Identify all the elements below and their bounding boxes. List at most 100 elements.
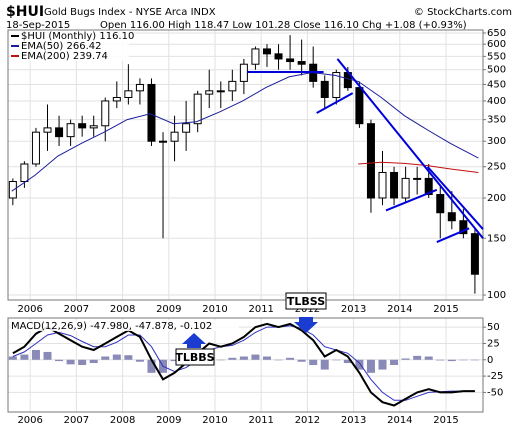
candle-body [401,177,410,199]
annotation-box [285,292,327,310]
x-tick-label: 2011 [248,415,273,426]
y-tick-label: 550 [487,51,506,62]
histogram-bar [216,359,225,361]
histogram-bar [343,359,352,364]
histogram-bar [228,357,237,360]
y-tick-label: 500 [487,65,506,76]
legend-bg [9,41,129,51]
histogram-bar [135,359,144,362]
candle-body [20,163,29,182]
y-tick-label: 600 [487,39,506,50]
candle-body [135,83,144,92]
histogram-bar [251,354,260,360]
date: 18-Sep-2015 [6,20,70,31]
histogram-bar [286,357,295,360]
x-tick-label: 2006 [17,415,42,426]
arrow [182,333,206,348]
histogram-bar [320,359,329,370]
x-tick-label: 2014 [387,304,412,315]
trendline [336,58,484,239]
candle-body [205,90,214,95]
histogram-bar [424,356,433,360]
candle-body [436,194,445,214]
y-tick-label: 150 [487,233,506,244]
x-tick-label: 2010 [202,304,227,315]
y-tick-label: -50 [487,387,503,398]
candle-body [193,93,202,125]
candle-body [228,80,237,92]
x-tick-label: 2011 [248,304,273,315]
histogram-bar [101,356,110,360]
histogram-bar [413,355,422,360]
histogram-bar [20,354,29,360]
candle-body [182,123,191,133]
price-panel: 2006200720082009201020112012201320142015… [7,28,506,315]
candle-body [216,90,225,93]
histogram-bar [459,359,468,361]
histogram-bar [124,355,133,360]
histogram-bar [378,359,387,370]
candle-body [8,180,17,199]
candle-body [55,127,64,138]
candle-body [251,48,260,65]
candle-body [413,177,422,180]
y-tick-label: 100 [487,290,506,301]
legend-bg [9,51,129,61]
histogram-bar [55,359,64,362]
annotation: TLBSS [287,295,325,308]
y-tick-label: 400 [487,96,506,107]
x-tick-label: 2009 [156,304,181,315]
y-tick-label: 650 [487,28,506,39]
y-tick-label: 450 [487,79,506,90]
plot-frame [7,317,484,413]
x-tick-label: 2015 [433,304,458,315]
symbol: $HUI [6,4,44,20]
candle-body [390,171,399,199]
y-tick-label: 350 [487,115,506,126]
y-tick-label: -25 [487,371,503,382]
histogram-bar [8,356,17,360]
histogram-bar [274,359,283,361]
histogram-bar [436,359,445,361]
candle-body [297,61,306,65]
y-tick-label: 25 [487,338,500,349]
x-tick-label: 2013 [341,304,366,315]
annotation-tlbss: TLBSS [285,292,327,333]
legend-label: $HUI (Monthly) 116.10 [21,31,134,42]
candle-body [124,90,133,98]
histogram-bar [366,359,375,373]
candle-body [31,131,40,165]
arrow [294,317,318,333]
trendline [436,227,470,243]
legend-label: MACD(12,26,9) -47.980, -47.878, -0.102 [11,321,212,332]
candle-body [101,100,110,127]
annotation-tlbbs: TLBBS [175,333,215,366]
legend-bg [9,31,129,41]
y-tick-label: 0 [487,355,493,366]
ema-line [11,71,479,192]
histogram-bar [332,359,341,361]
histogram-bar [401,358,410,360]
histogram-bar [262,356,271,360]
y-tick-label: 250 [487,162,506,173]
candle-body [320,80,329,98]
x-tick-label: 2015 [433,415,458,426]
trendline [316,92,354,114]
histogram-bar [309,359,318,365]
candle-body [112,96,121,102]
trendline [426,166,484,230]
histogram-bar [390,359,399,365]
macd-line [12,322,475,407]
y-tick-label: 300 [487,136,506,147]
y-tick-label: 50 [487,322,500,333]
candle-body [239,63,248,82]
x-tick-label: 2013 [341,415,366,426]
candle-body [274,53,283,60]
legend-bg [9,320,239,331]
histogram-bar [447,359,456,362]
macd-panel: 2006 2007 2008 2009 2010 2011 2012 2013 2014 2015… [7,317,503,426]
histogram-bar [89,359,98,364]
annotation: TLBBS [175,351,214,364]
